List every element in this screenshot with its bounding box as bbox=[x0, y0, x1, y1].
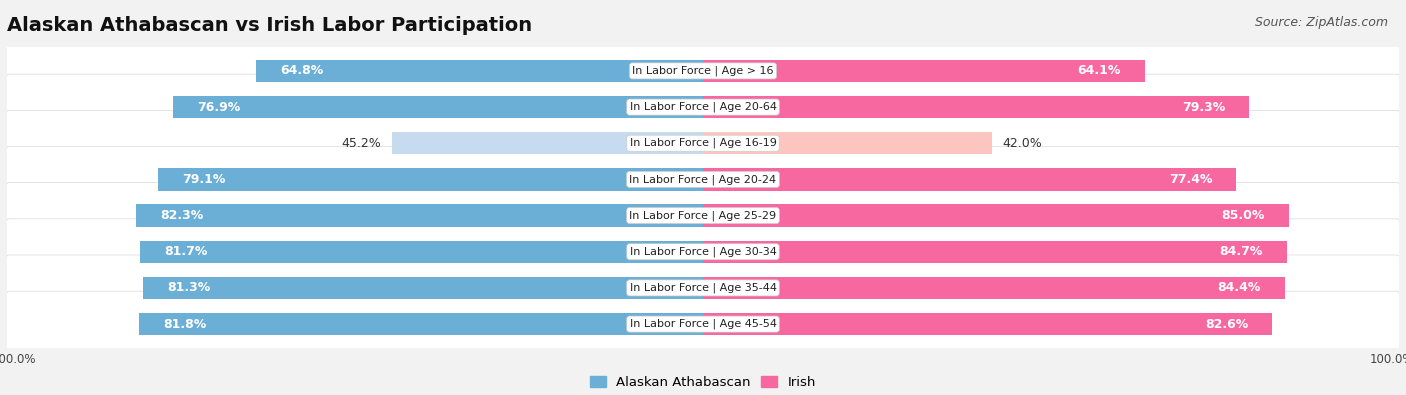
Text: In Labor Force | Age 20-64: In Labor Force | Age 20-64 bbox=[630, 102, 776, 112]
Bar bbox=[173, 96, 703, 118]
Text: 82.3%: 82.3% bbox=[160, 209, 204, 222]
Bar bbox=[139, 313, 703, 335]
Text: 42.0%: 42.0% bbox=[1002, 137, 1042, 150]
FancyBboxPatch shape bbox=[6, 219, 1400, 285]
Bar bbox=[703, 313, 1272, 335]
Bar bbox=[136, 204, 703, 227]
Bar bbox=[141, 241, 703, 263]
Text: 64.8%: 64.8% bbox=[281, 64, 323, 77]
Text: In Labor Force | Age 35-44: In Labor Force | Age 35-44 bbox=[630, 283, 776, 293]
FancyBboxPatch shape bbox=[6, 74, 1400, 140]
FancyBboxPatch shape bbox=[6, 147, 1400, 213]
Text: 84.4%: 84.4% bbox=[1218, 281, 1260, 294]
Text: 45.2%: 45.2% bbox=[342, 137, 381, 150]
Text: In Labor Force | Age 16-19: In Labor Force | Age 16-19 bbox=[630, 138, 776, 149]
Text: Source: ZipAtlas.com: Source: ZipAtlas.com bbox=[1254, 16, 1388, 29]
Bar bbox=[703, 277, 1285, 299]
Text: In Labor Force | Age 45-54: In Labor Force | Age 45-54 bbox=[630, 319, 776, 329]
Text: 79.1%: 79.1% bbox=[181, 173, 225, 186]
Text: In Labor Force | Age 25-29: In Labor Force | Age 25-29 bbox=[630, 210, 776, 221]
Bar bbox=[157, 168, 703, 191]
Text: 81.8%: 81.8% bbox=[163, 318, 207, 331]
Bar bbox=[143, 277, 703, 299]
FancyBboxPatch shape bbox=[6, 110, 1400, 176]
Text: 85.0%: 85.0% bbox=[1222, 209, 1264, 222]
Bar bbox=[703, 168, 1236, 191]
Text: Alaskan Athabascan vs Irish Labor Participation: Alaskan Athabascan vs Irish Labor Partic… bbox=[7, 16, 531, 35]
Bar bbox=[703, 241, 1286, 263]
Bar bbox=[703, 60, 1144, 82]
FancyBboxPatch shape bbox=[6, 291, 1400, 357]
Legend: Alaskan Athabascan, Irish: Alaskan Athabascan, Irish bbox=[591, 376, 815, 389]
Bar bbox=[256, 60, 703, 82]
FancyBboxPatch shape bbox=[6, 182, 1400, 248]
Text: 82.6%: 82.6% bbox=[1205, 318, 1249, 331]
Bar bbox=[391, 132, 703, 154]
FancyBboxPatch shape bbox=[6, 38, 1400, 104]
Text: 81.7%: 81.7% bbox=[165, 245, 208, 258]
Text: 77.4%: 77.4% bbox=[1168, 173, 1212, 186]
Bar bbox=[703, 96, 1250, 118]
FancyBboxPatch shape bbox=[6, 255, 1400, 321]
Text: In Labor Force | Age 30-34: In Labor Force | Age 30-34 bbox=[630, 246, 776, 257]
Text: 79.3%: 79.3% bbox=[1182, 101, 1225, 114]
Bar bbox=[703, 132, 993, 154]
Text: 81.3%: 81.3% bbox=[167, 281, 209, 294]
Text: 76.9%: 76.9% bbox=[197, 101, 240, 114]
Bar bbox=[703, 204, 1289, 227]
Text: In Labor Force | Age 20-24: In Labor Force | Age 20-24 bbox=[630, 174, 776, 185]
Text: In Labor Force | Age > 16: In Labor Force | Age > 16 bbox=[633, 66, 773, 76]
Text: 64.1%: 64.1% bbox=[1077, 64, 1121, 77]
Text: 84.7%: 84.7% bbox=[1219, 245, 1263, 258]
